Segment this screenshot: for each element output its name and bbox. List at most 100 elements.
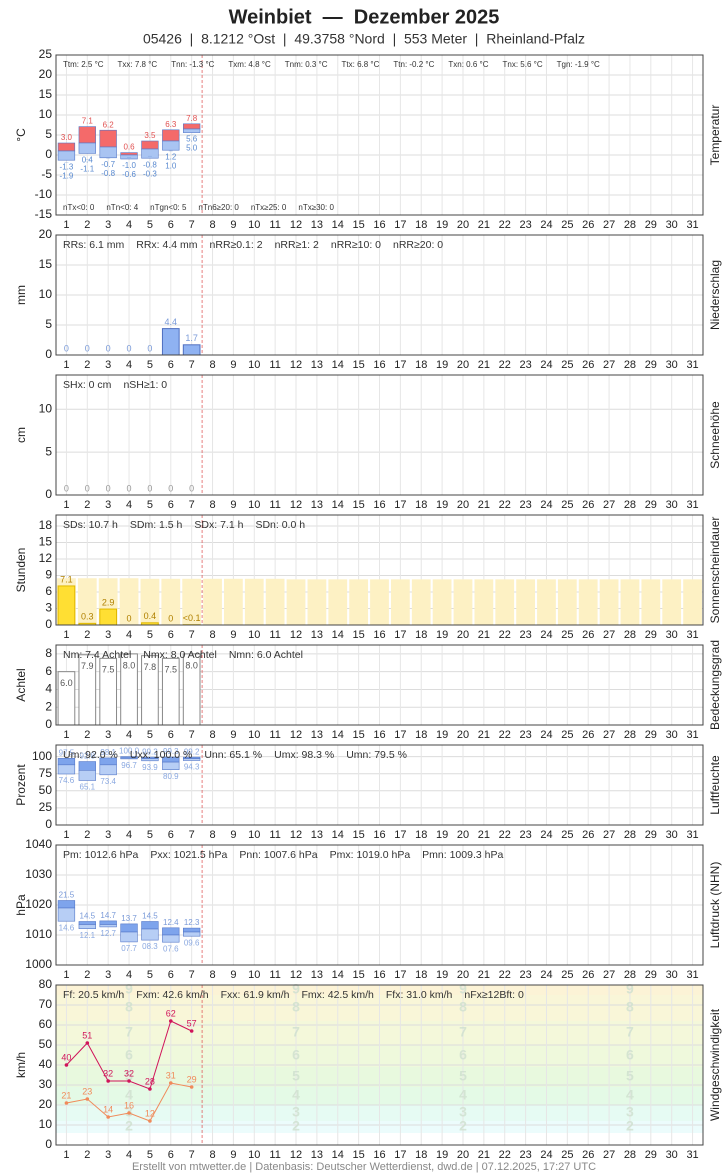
min-label: 09.6 bbox=[184, 938, 200, 947]
beaufort-label: 6 bbox=[125, 1047, 133, 1063]
y-tick-label: 20 bbox=[39, 67, 53, 81]
value-label: 4.4 bbox=[165, 317, 178, 327]
lower-bar bbox=[99, 924, 117, 928]
stat: nTx≥30: 0 bbox=[298, 203, 334, 212]
stat: Umx: 98.3 % bbox=[274, 749, 334, 761]
y-tick-label: -5 bbox=[41, 167, 52, 181]
stat: Fxm: 42.6 km/h bbox=[136, 989, 209, 1001]
x-tick-label: 9 bbox=[230, 969, 236, 981]
stat: nTx≥25: 0 bbox=[251, 203, 287, 212]
lower-bar bbox=[141, 148, 159, 159]
upper-bar bbox=[57, 900, 76, 909]
value-label: 0 bbox=[85, 483, 90, 493]
max-label: 21.5 bbox=[59, 891, 75, 900]
value-label: 0 bbox=[106, 483, 111, 493]
beaufort-label: 5 bbox=[626, 1068, 634, 1084]
min-label: 80.9 bbox=[163, 772, 179, 781]
x-tick-label: 7 bbox=[189, 359, 195, 371]
x-tick-label: 14 bbox=[332, 629, 344, 641]
possible-bar bbox=[474, 579, 494, 625]
x-tick-label: 31 bbox=[686, 969, 698, 981]
title: Weinbiet — Dezember 2025 bbox=[229, 6, 500, 28]
lower-bar bbox=[78, 142, 96, 154]
bar bbox=[182, 344, 201, 356]
x-tick-label: 20 bbox=[457, 729, 469, 741]
value-label: 29 bbox=[187, 1074, 197, 1084]
x-tick-label: 12 bbox=[290, 1149, 302, 1161]
y-tick-label: 5 bbox=[45, 317, 52, 331]
x-tick-label: 3 bbox=[105, 1149, 111, 1161]
x-tick-label: 12 bbox=[290, 219, 302, 231]
stat: SDs: 10.7 h bbox=[63, 519, 118, 531]
value-label: 0 bbox=[147, 483, 152, 493]
side-label: Bedeckungsgrad bbox=[708, 640, 722, 730]
plot-frame bbox=[55, 374, 704, 496]
max-label: 7.1 bbox=[82, 117, 94, 126]
x-tick-label: 23 bbox=[519, 499, 531, 511]
x-tick-label: 13 bbox=[311, 499, 323, 511]
x-tick-label: 12 bbox=[290, 629, 302, 641]
value-label: <0.1 bbox=[183, 613, 201, 623]
x-tick-label: 28 bbox=[624, 969, 636, 981]
x-tick-label: 13 bbox=[311, 219, 323, 231]
x-tick-label: 20 bbox=[457, 499, 469, 511]
x-tick-label: 5 bbox=[147, 829, 153, 841]
y-tick-label: 20 bbox=[39, 1097, 53, 1111]
x-tick-label: 3 bbox=[105, 499, 111, 511]
min-label: 08.3 bbox=[142, 942, 158, 951]
y-axis-label: Prozent bbox=[14, 764, 28, 806]
possible-bar bbox=[683, 579, 702, 625]
x-tick-label: 8 bbox=[209, 629, 215, 641]
x-tick-label: 30 bbox=[666, 629, 678, 641]
x-tick-label: 11 bbox=[269, 729, 280, 741]
x-tick-label: 1 bbox=[63, 499, 69, 511]
y-tick-label: 9 bbox=[45, 568, 52, 582]
x-tick-label: 28 bbox=[624, 829, 636, 841]
stat: nRR≥10: 0 bbox=[331, 239, 381, 251]
stat: Pnn: 1007.6 hPa bbox=[239, 849, 317, 861]
x-tick-label: 11 bbox=[269, 969, 280, 981]
x-tick-label: 15 bbox=[353, 1149, 365, 1161]
ground-min-label: 1.0 bbox=[165, 161, 177, 170]
x-tick-label: 19 bbox=[436, 629, 448, 641]
possible-bar bbox=[203, 578, 222, 625]
max-label: 3.5 bbox=[144, 131, 156, 140]
lower-bar bbox=[162, 140, 180, 151]
x-tick-label: 1 bbox=[63, 629, 69, 641]
max-label: 99.3 bbox=[163, 747, 179, 756]
upper-bar bbox=[57, 142, 76, 152]
x-tick-label: 31 bbox=[686, 1149, 698, 1161]
x-tick-label: 4 bbox=[126, 1149, 132, 1161]
x-tick-label: 16 bbox=[373, 499, 385, 511]
x-tick-label: 7 bbox=[189, 499, 195, 511]
x-tick-label: 10 bbox=[248, 499, 260, 511]
y-tick-label: 70 bbox=[39, 997, 53, 1011]
min-label: 07.7 bbox=[121, 944, 137, 953]
upper-bar bbox=[99, 920, 117, 925]
min-label: 12.1 bbox=[80, 931, 96, 940]
value-label: 23 bbox=[82, 1086, 92, 1096]
x-tick-label: 20 bbox=[457, 829, 469, 841]
x-tick-label: 2 bbox=[84, 629, 90, 641]
x-tick-label: 22 bbox=[499, 359, 511, 371]
x-tick-label: 1 bbox=[63, 729, 69, 741]
x-tick-label: 31 bbox=[686, 219, 698, 231]
value-label: 8.0 bbox=[185, 660, 198, 670]
stat: SDn: 0.0 h bbox=[255, 519, 305, 531]
plot-frame bbox=[55, 844, 704, 966]
x-tick-label: 5 bbox=[147, 1149, 153, 1161]
x-tick-label: 17 bbox=[394, 1149, 406, 1161]
max-label: 14.5 bbox=[80, 912, 96, 921]
x-tick-label: 2 bbox=[84, 829, 90, 841]
x-tick-label: 8 bbox=[209, 499, 215, 511]
y-tick-label: 6 bbox=[45, 584, 52, 598]
stat: Pxx: 1021.5 hPa bbox=[150, 849, 227, 861]
value-label: 0 bbox=[64, 483, 69, 493]
max-label: 99.2 bbox=[142, 747, 158, 756]
x-tick-label: 5 bbox=[147, 629, 153, 641]
stat: Ttm: 2.5 °C bbox=[63, 60, 104, 69]
value-label: 0 bbox=[127, 483, 132, 493]
x-tick-label: 3 bbox=[105, 969, 111, 981]
value-label: 32 bbox=[103, 1068, 113, 1078]
beaufort-label: 6 bbox=[292, 1047, 300, 1063]
